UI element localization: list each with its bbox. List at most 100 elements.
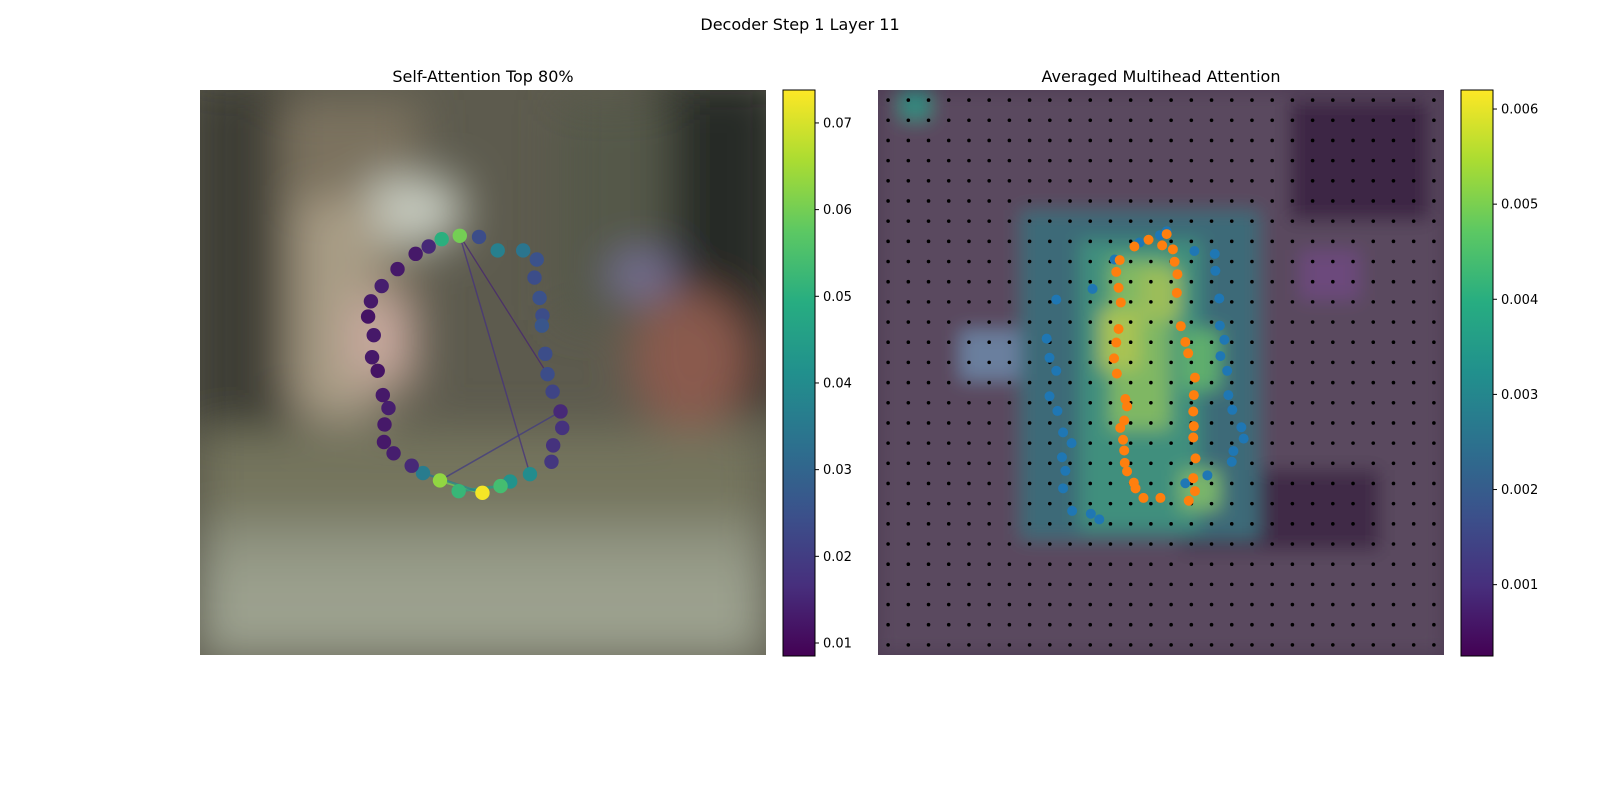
grid-dot bbox=[1229, 239, 1234, 244]
grid-dot bbox=[926, 522, 931, 526]
grid-dot bbox=[1310, 542, 1315, 546]
grid-dot bbox=[1411, 501, 1416, 506]
grid-dot bbox=[1128, 219, 1133, 223]
grid-dot bbox=[987, 380, 991, 385]
grid-dot bbox=[1391, 622, 1396, 627]
grid-dot bbox=[1169, 199, 1173, 203]
orange-trajectory bbox=[1109, 229, 1201, 506]
grid-dot bbox=[1007, 380, 1012, 385]
orange-trajectory-point bbox=[1175, 321, 1186, 332]
grid-dot bbox=[1189, 562, 1194, 566]
grid-dot bbox=[1270, 622, 1274, 627]
grid-dot bbox=[1209, 481, 1214, 486]
grid-dot bbox=[1432, 300, 1436, 304]
grid-dot bbox=[1250, 259, 1254, 264]
grid-dot bbox=[1229, 643, 1234, 647]
grid-dot bbox=[1068, 522, 1072, 526]
grid-dot bbox=[946, 219, 951, 223]
grid-dot bbox=[1290, 340, 1295, 345]
grid-dot bbox=[1048, 602, 1052, 607]
grid-dot bbox=[1270, 259, 1274, 264]
grid-dot bbox=[1149, 542, 1153, 546]
grid-dot bbox=[1209, 441, 1214, 445]
colorbar-tick-label: 0.01 bbox=[823, 636, 852, 651]
grid-dot bbox=[987, 602, 991, 607]
blue-trajectory-point bbox=[1085, 508, 1096, 519]
colorbar-tick-label: 0.005 bbox=[1501, 198, 1538, 213]
grid-dot bbox=[1149, 643, 1153, 647]
grid-dot bbox=[1432, 562, 1436, 566]
grid-dot bbox=[1128, 158, 1133, 163]
grid-dot bbox=[1371, 501, 1376, 506]
orange-trajectory-point bbox=[1183, 495, 1194, 506]
grid-dot bbox=[1149, 501, 1153, 506]
grid-dot bbox=[1331, 179, 1335, 183]
grid-dot bbox=[1391, 441, 1396, 445]
grid-dot bbox=[926, 199, 931, 203]
grid-dot bbox=[1331, 118, 1335, 123]
blue-trajectory-point bbox=[1228, 446, 1239, 457]
grid-dot bbox=[1391, 138, 1396, 143]
grid-dot bbox=[1290, 562, 1295, 566]
grid-dot bbox=[1088, 542, 1093, 546]
blue-trajectory-point bbox=[1209, 248, 1220, 259]
grid-dot bbox=[1290, 380, 1295, 385]
grid-dot bbox=[1391, 179, 1396, 183]
grid-dot bbox=[1088, 199, 1093, 203]
grid-dot bbox=[1331, 582, 1335, 587]
grid-dot bbox=[1108, 380, 1113, 385]
grid-dot bbox=[1270, 421, 1274, 425]
grid-dot bbox=[1088, 239, 1093, 244]
grid-dot bbox=[1432, 118, 1436, 123]
grid-dot bbox=[1411, 380, 1416, 385]
grid-dot bbox=[1411, 158, 1416, 163]
grid-dot bbox=[1351, 582, 1355, 587]
grid-dot bbox=[906, 118, 911, 123]
grid-dot bbox=[1229, 98, 1234, 102]
grid-dot bbox=[1290, 279, 1295, 284]
orange-trajectory-point bbox=[1189, 486, 1200, 497]
grid-dot bbox=[1128, 441, 1133, 445]
grid-dot bbox=[1007, 481, 1012, 486]
grid-dot bbox=[906, 380, 911, 385]
grid-dot bbox=[967, 340, 971, 345]
attention-connection bbox=[459, 235, 549, 375]
grid-dot bbox=[1290, 98, 1295, 102]
grid-dot bbox=[1108, 179, 1113, 183]
grid-dot bbox=[1270, 219, 1274, 223]
grid-dot bbox=[967, 98, 971, 102]
attention-point bbox=[522, 467, 538, 482]
grid-dot bbox=[1149, 279, 1153, 284]
grid-dot bbox=[1310, 461, 1315, 466]
grid-dot bbox=[1128, 602, 1133, 607]
grid-dot bbox=[1270, 542, 1274, 546]
grid-dot bbox=[1351, 138, 1355, 143]
attention-point bbox=[515, 243, 531, 258]
grid-dot bbox=[1270, 360, 1274, 365]
grid-dot bbox=[1169, 602, 1173, 607]
grid-dot bbox=[1209, 98, 1214, 102]
grid-dot bbox=[1088, 340, 1093, 345]
grid-dot bbox=[967, 380, 971, 385]
grid-dot bbox=[1048, 279, 1052, 284]
grid-dot bbox=[906, 259, 911, 264]
grid-dot bbox=[1229, 320, 1234, 324]
orange-trajectory-point bbox=[1109, 353, 1120, 364]
blue-trajectory bbox=[1041, 226, 1249, 525]
grid-dot bbox=[1068, 501, 1072, 506]
grid-dot bbox=[946, 360, 951, 365]
grid-dot bbox=[1209, 582, 1214, 587]
grid-dot bbox=[926, 239, 931, 244]
grid-dot bbox=[946, 582, 951, 587]
grid-dot bbox=[906, 158, 911, 163]
grid-dot bbox=[1391, 118, 1396, 123]
grid-dot bbox=[1068, 562, 1072, 566]
grid-dot bbox=[1088, 441, 1093, 445]
grid-dot bbox=[1270, 461, 1274, 466]
attention-point bbox=[538, 346, 553, 362]
multihead-colorbar: 0.001 0.002 0.003 0.004 0.005 0.006 bbox=[1460, 89, 1538, 657]
grid-dot bbox=[1250, 461, 1254, 466]
grid-dot bbox=[1088, 562, 1093, 566]
grid-dot bbox=[1250, 219, 1254, 223]
attention-point bbox=[415, 465, 431, 481]
